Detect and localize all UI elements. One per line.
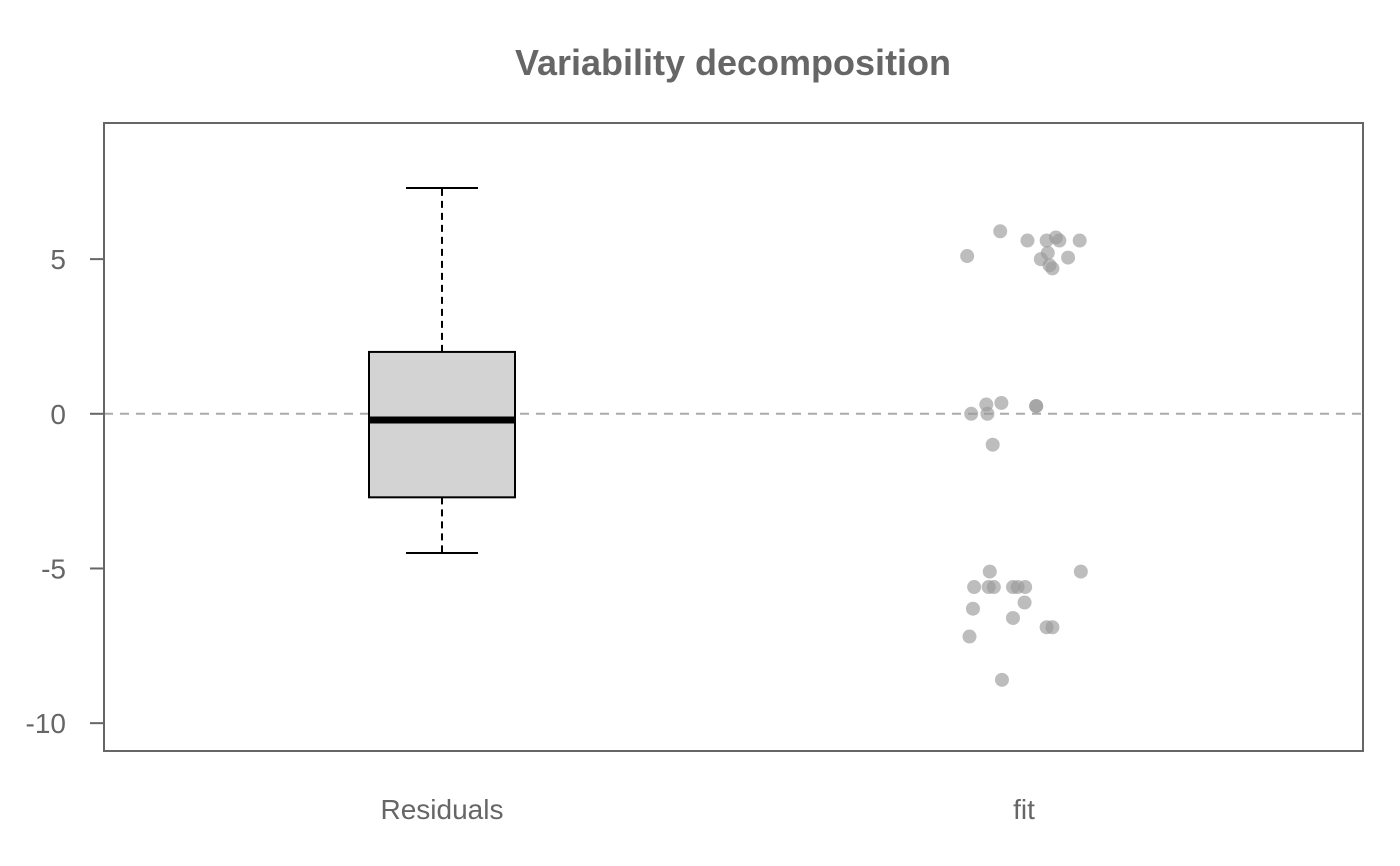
data-point [964, 406, 979, 421]
data-point [1045, 261, 1060, 276]
data-point [1017, 595, 1032, 610]
data-point [1073, 564, 1088, 579]
data-point [980, 406, 995, 421]
data-point [967, 580, 982, 595]
data-point [1005, 580, 1020, 595]
y-tick-label: -5 [41, 553, 66, 584]
data-point [1029, 399, 1044, 414]
data-point [965, 601, 980, 616]
data-point [986, 580, 1001, 595]
data-point [1033, 252, 1048, 267]
data-point [1048, 230, 1063, 245]
x-category-label: Residuals [381, 794, 504, 825]
plot-area: 5 0 -5 -10 Residuals fit [26, 122, 1364, 825]
data-point [1018, 580, 1033, 595]
data-point [982, 564, 997, 579]
data-point [985, 437, 1000, 452]
data-point [1061, 250, 1076, 265]
x-category-label: fit [1013, 794, 1035, 825]
data-point [1039, 620, 1054, 635]
data-point [1005, 610, 1020, 625]
chart-title: Variability decomposition [515, 42, 951, 83]
data-point [993, 224, 1008, 239]
data-point [962, 629, 977, 644]
box-iqr [368, 350, 516, 499]
data-point [1020, 233, 1035, 248]
y-tick-label: 5 [50, 244, 66, 275]
y-tick-label: 0 [50, 399, 66, 430]
data-point [1072, 233, 1087, 248]
data-point [960, 249, 975, 264]
y-tick-label: -10 [26, 708, 66, 739]
plot-frame [103, 122, 1364, 752]
data-point [994, 672, 1009, 687]
data-point [994, 395, 1009, 410]
